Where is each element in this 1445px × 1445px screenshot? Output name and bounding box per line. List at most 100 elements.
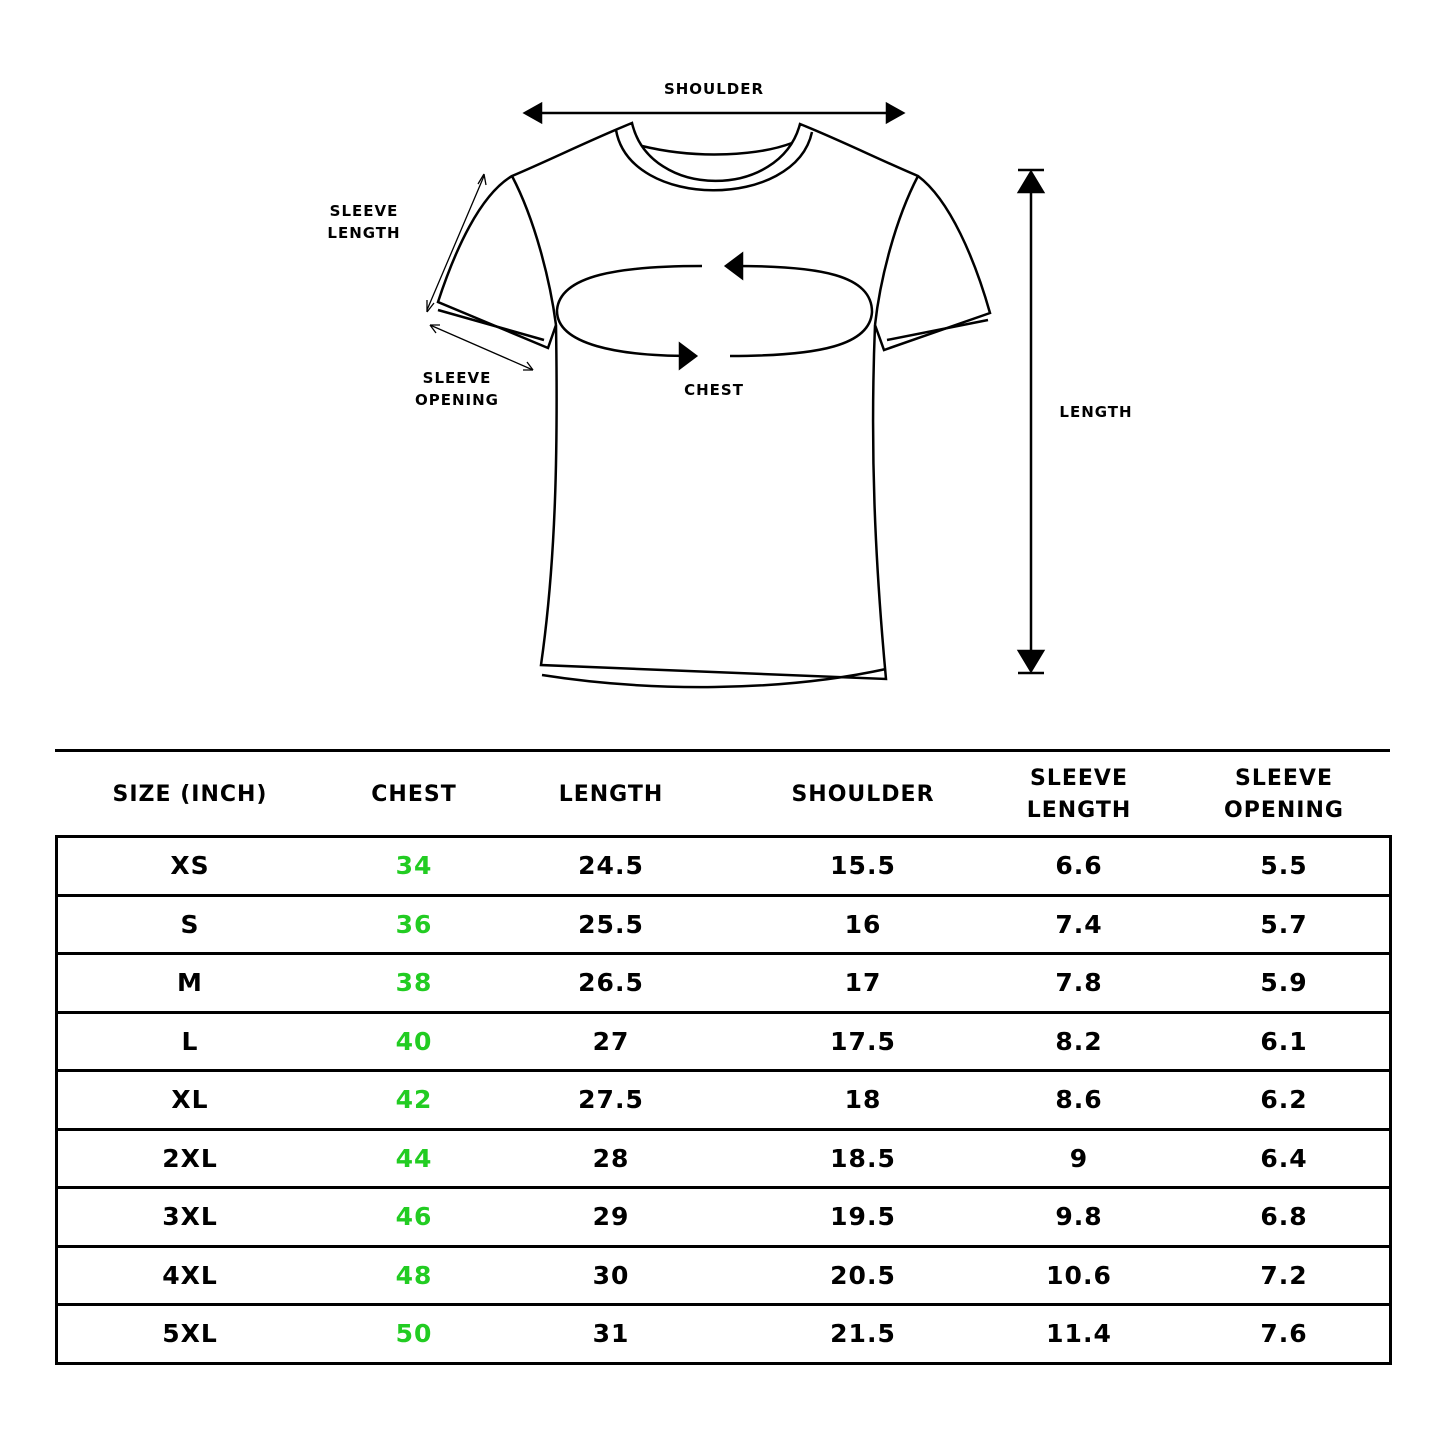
header-sleeve-length-text: SLEEVE bbox=[1030, 766, 1128, 791]
cell-sleeve-opening: 5.5 bbox=[1260, 851, 1308, 881]
cell-shoulder: 17.5 bbox=[830, 1026, 896, 1056]
header-length-text: LENGTH bbox=[558, 782, 664, 807]
cell-chest: 44 bbox=[395, 1143, 433, 1173]
cell-sleeve-length: 7.8 bbox=[1055, 968, 1103, 998]
tshirt-collar bbox=[614, 129, 814, 192]
cell-sleeve-length: 10.6 bbox=[1046, 1260, 1112, 1290]
cell-sleeve-length: 11.4 bbox=[1046, 1319, 1112, 1349]
chest-arrow-icon bbox=[678, 341, 699, 371]
sleeve-length-label-line2: LENGTH bbox=[327, 224, 401, 242]
cell-chest: 46 bbox=[395, 1202, 433, 1232]
cell-length: 25.5 bbox=[578, 909, 644, 939]
cell-sleeve-opening: 6.4 bbox=[1260, 1143, 1308, 1173]
arrow-up-icon bbox=[1016, 169, 1046, 194]
table-row: XS 34 24.5 15.5 6.6 5.5 bbox=[58, 838, 1389, 897]
cell-sleeve-opening: 5.7 bbox=[1260, 909, 1308, 939]
cell-shoulder: 18 bbox=[844, 1085, 882, 1115]
cell-shoulder: 19.5 bbox=[830, 1202, 896, 1232]
header-chest: CHEST bbox=[339, 760, 489, 830]
sleeve-length-measure-line bbox=[426, 175, 485, 311]
sleeve-length-label: SLEEVE LENGTH bbox=[305, 200, 423, 244]
tshirt-armhole-right bbox=[873, 175, 920, 326]
cell-length: 27.5 bbox=[578, 1085, 644, 1115]
chest-arrow-icon bbox=[723, 251, 744, 281]
cell-size: S bbox=[180, 909, 200, 939]
cell-shoulder: 18.5 bbox=[830, 1143, 896, 1173]
arrow-down-icon bbox=[1016, 649, 1046, 674]
sleeve-opening-label-line2: OPENING bbox=[415, 391, 499, 409]
length-label: LENGTH bbox=[1059, 403, 1133, 421]
tshirt-sleeve-hem-right bbox=[886, 318, 989, 342]
cell-sleeve-length: 9.8 bbox=[1055, 1202, 1103, 1232]
chest-measure-loop-right bbox=[729, 264, 874, 358]
header-sleeve-opening-text: OPENING bbox=[1224, 798, 1344, 823]
table-row: 3XL 46 29 19.5 9.8 6.8 bbox=[58, 1189, 1389, 1248]
cell-sleeve-opening: 5.9 bbox=[1260, 968, 1308, 998]
cell-chest: 48 bbox=[395, 1260, 433, 1290]
cell-chest: 42 bbox=[395, 1085, 433, 1115]
cell-sleeve-length: 7.4 bbox=[1055, 909, 1103, 939]
tshirt-collar-inner bbox=[641, 141, 793, 156]
tshirt-bottom-hem bbox=[541, 667, 887, 689]
tshirt-outline bbox=[436, 121, 992, 681]
cell-sleeve-length: 8.6 bbox=[1055, 1085, 1103, 1115]
table-row: XL 42 27.5 18 8.6 6.2 bbox=[58, 1072, 1389, 1131]
header-sleeve-length-text: LENGTH bbox=[1026, 798, 1132, 823]
cell-size: L bbox=[181, 1026, 199, 1056]
cell-sleeve-opening: 6.1 bbox=[1260, 1026, 1308, 1056]
size-table: XS 34 24.5 15.5 6.6 5.5 S 36 25.5 16 7.4 5.7 M 38 26.5… bbox=[55, 835, 1392, 1365]
header-shoulder-text: SHOULDER bbox=[791, 782, 935, 807]
sleeve-opening-measure-line bbox=[429, 324, 534, 371]
cell-length: 27 bbox=[592, 1026, 630, 1056]
cell-length: 30 bbox=[592, 1260, 630, 1290]
sleeve-opening-label: SLEEVE OPENING bbox=[398, 367, 516, 411]
cell-size: 5XL bbox=[162, 1319, 218, 1349]
cell-chest: 40 bbox=[395, 1026, 433, 1056]
cell-size: M bbox=[177, 968, 203, 998]
cell-chest: 34 bbox=[395, 851, 433, 881]
tshirt-diagram bbox=[426, 101, 1046, 689]
header-sleeve-opening: SLEEVE OPENING bbox=[1194, 760, 1374, 830]
cell-shoulder: 16 bbox=[844, 909, 882, 939]
table-row: 2XL 44 28 18.5 9 6.4 bbox=[58, 1131, 1389, 1189]
chest-label: CHEST bbox=[684, 381, 744, 399]
sleeve-opening-label-line1: SLEEVE bbox=[422, 369, 492, 387]
tshirt-sleeve-hem-left bbox=[437, 308, 545, 342]
arrow-left-icon bbox=[522, 101, 543, 125]
table-row: M 38 26.5 17 7.8 5.9 bbox=[58, 955, 1389, 1014]
cell-sleeve-length: 9 bbox=[1069, 1143, 1089, 1173]
sleeve-length-label-line1: SLEEVE bbox=[329, 202, 399, 220]
cell-sleeve-length: 8.2 bbox=[1055, 1026, 1103, 1056]
cell-sleeve-opening: 6.8 bbox=[1260, 1202, 1308, 1232]
cell-sleeve-opening: 7.2 bbox=[1260, 1260, 1308, 1290]
cell-sleeve-opening: 6.2 bbox=[1260, 1085, 1308, 1115]
cell-sleeve-length: 6.6 bbox=[1055, 851, 1103, 881]
cell-length: 28 bbox=[592, 1143, 630, 1173]
tshirt-armhole-left bbox=[510, 175, 558, 326]
header-length: LENGTH bbox=[526, 760, 696, 830]
cell-chest: 50 bbox=[395, 1319, 433, 1349]
cell-size: 2XL bbox=[162, 1143, 218, 1173]
cell-length: 26.5 bbox=[578, 968, 644, 998]
header-size: SIZE (INCH) bbox=[75, 760, 305, 830]
cell-size: XL bbox=[171, 1085, 209, 1115]
header-sleeve-length: SLEEVE LENGTH bbox=[994, 760, 1164, 830]
cell-shoulder: 20.5 bbox=[830, 1260, 896, 1290]
cell-chest: 36 bbox=[395, 909, 433, 939]
arrow-right-icon bbox=[885, 101, 906, 125]
header-chest-text: CHEST bbox=[371, 782, 457, 807]
table-row: L 40 27 17.5 8.2 6.1 bbox=[58, 1014, 1389, 1072]
cell-shoulder: 21.5 bbox=[830, 1319, 896, 1349]
cell-length: 29 bbox=[592, 1202, 630, 1232]
cell-sleeve-opening: 7.6 bbox=[1260, 1319, 1308, 1349]
shoulder-label: SHOULDER bbox=[663, 80, 765, 98]
cell-length: 31 bbox=[592, 1319, 630, 1349]
table-row: 4XL 48 30 20.5 10.6 7.2 bbox=[58, 1248, 1389, 1306]
table-row: S 36 25.5 16 7.4 5.7 bbox=[58, 897, 1389, 955]
chest-measure-loop bbox=[555, 264, 703, 358]
cell-size: XS bbox=[170, 851, 210, 881]
cell-size: 4XL bbox=[162, 1260, 218, 1290]
cell-chest: 38 bbox=[395, 968, 433, 998]
cell-length: 24.5 bbox=[578, 851, 644, 881]
table-row: 5XL 50 31 21.5 11.4 7.6 bbox=[58, 1306, 1389, 1365]
